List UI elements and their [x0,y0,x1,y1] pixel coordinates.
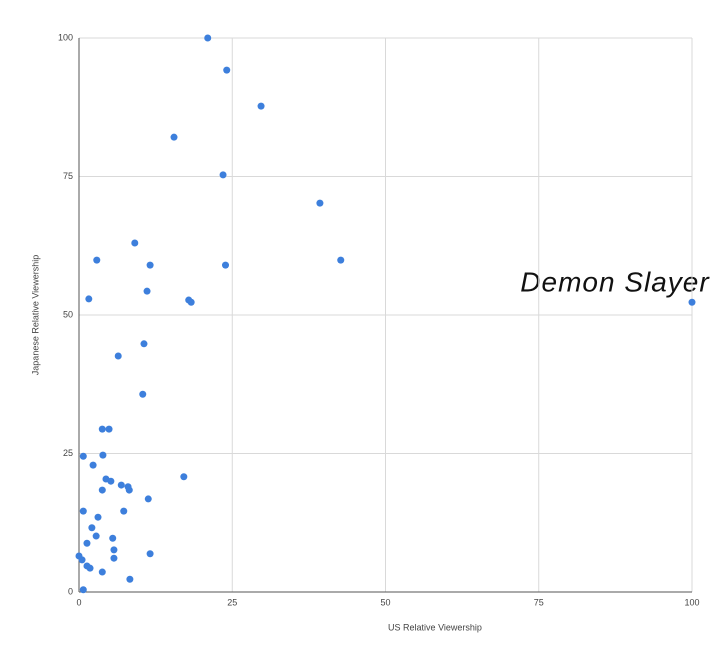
point [98,486,106,494]
point [120,507,128,515]
point [86,564,94,572]
point [222,261,230,269]
point [170,133,178,141]
point [114,352,122,360]
x-tick-label: 100 [684,597,699,607]
point [180,473,188,481]
point [79,507,87,515]
point [125,486,133,494]
point [139,390,147,398]
point [144,495,152,503]
point [83,539,91,547]
point [79,452,87,460]
x-tick-label: 50 [380,597,390,607]
x-tick-label: 75 [534,597,544,607]
y-tick-label: 100 [58,32,73,42]
point [110,554,118,562]
point [105,425,113,433]
point [79,586,87,594]
point [146,261,154,269]
point [117,481,125,489]
point [89,461,97,469]
y-tick-label: 50 [63,309,73,319]
point [85,295,93,303]
point [107,477,115,485]
point [92,532,100,540]
point [94,513,102,521]
point [78,556,86,564]
point [316,199,324,207]
point [140,340,148,348]
y-axis-label: Japanese Relative Viewership [30,255,40,375]
x-tick-label: 0 [76,597,81,607]
point [109,534,117,542]
point [110,546,118,554]
point [143,287,151,295]
point [204,34,212,42]
y-tick-label: 75 [63,171,73,181]
point [146,550,154,558]
point [688,298,696,306]
point [99,451,107,459]
point [126,575,134,583]
point [98,425,106,433]
point [223,66,231,74]
point [257,102,265,110]
x-tick-label: 25 [227,597,237,607]
x-axis-label: US Relative Viewership [388,622,482,632]
point [88,524,96,532]
annotation: Demon Slayer [520,266,710,297]
y-tick-label: 25 [63,448,73,458]
point [93,256,101,264]
point [337,256,345,264]
y-tick-label: 0 [68,586,73,596]
point [98,568,106,576]
point [131,239,139,247]
point [219,171,227,179]
point [187,298,195,306]
